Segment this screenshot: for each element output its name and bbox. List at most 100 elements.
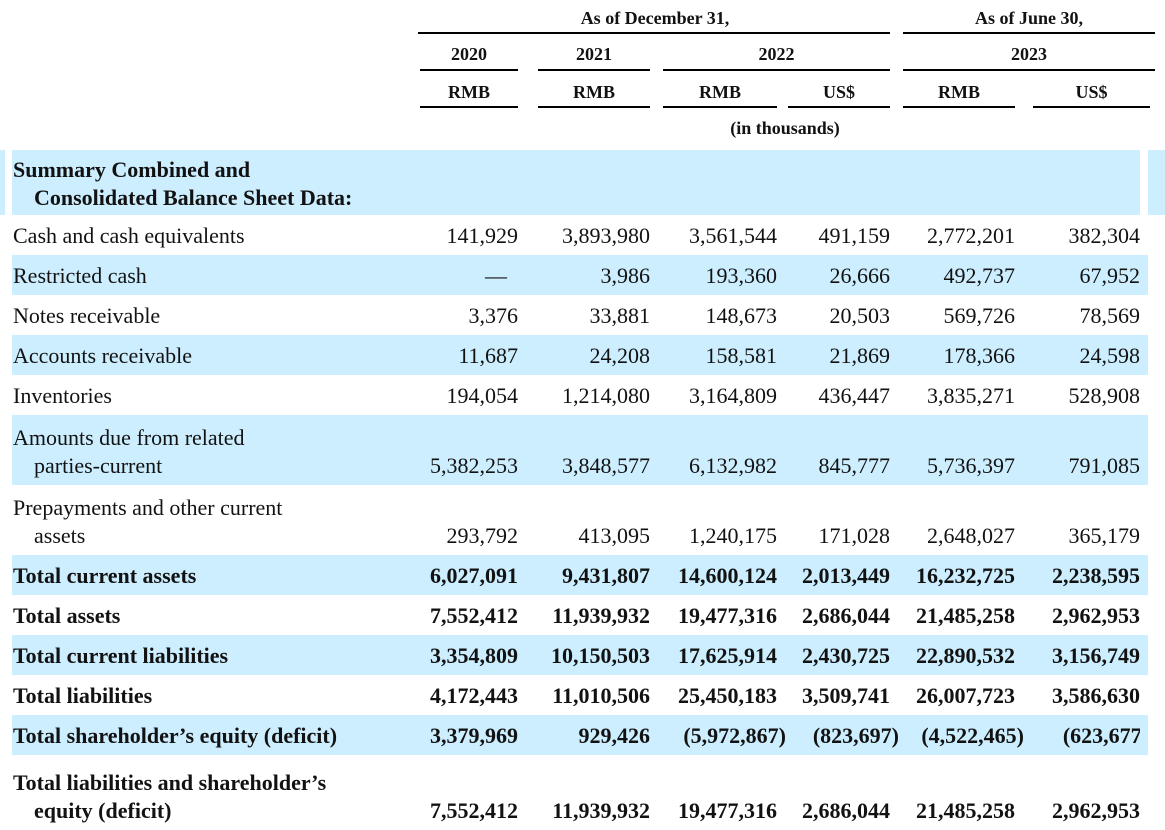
row-left-sliver <box>0 150 5 215</box>
table-row: Notes receivable 3,376 33,881 148,673 20… <box>0 295 1165 335</box>
row-label: Cash and cash equivalents <box>12 222 420 250</box>
cell-2022-rmb: 25,450,183 <box>678 683 777 708</box>
cell-2022-usd: 20,503 <box>829 303 891 328</box>
row-right-gap <box>1140 715 1148 755</box>
row-right-gap <box>1140 295 1148 335</box>
cell-2021-rmb: 1,214,080 <box>562 383 650 408</box>
cell-2020-rmb: 141,929 <box>446 223 519 248</box>
row-right-gap <box>1140 635 1148 675</box>
cell-2023-rmb: 22,890,532 <box>916 643 1015 668</box>
rule-currency-2020-rmb <box>420 106 518 108</box>
cell-2020-rmb: 7,552,412 <box>430 603 518 628</box>
cell-2022-usd: 171,028 <box>818 523 891 548</box>
cell-2020-rmb: 194,054 <box>446 383 519 408</box>
cell-2022-rmb: 148,673 <box>705 303 778 328</box>
row-left-gap <box>5 255 12 295</box>
row-main: Notes receivable 3,376 33,881 148,673 20… <box>12 295 1140 335</box>
cell-2021-rmb: 24,208 <box>589 343 651 368</box>
cell-2023-usd: 78,569 <box>1079 303 1141 328</box>
cell-2023-rmb: 5,736,397 <box>927 453 1015 478</box>
cell-2022-rmb: 14,600,124 <box>678 563 777 588</box>
row-right-gap <box>1140 485 1148 555</box>
row-right-sliver <box>1148 675 1165 715</box>
cell-2023-rmb: 26,007,723 <box>916 683 1015 708</box>
row-label: Inventories <box>12 382 420 410</box>
row-label-line1: Total liabilities and shareholder’s <box>13 770 327 795</box>
row-label: Notes receivable <box>12 302 420 330</box>
row-label: Accounts receivable <box>12 342 420 370</box>
table-row: Total current liabilities 3,354,809 10,1… <box>0 635 1165 675</box>
cell-2022-rmb: 158,581 <box>705 343 778 368</box>
rule-currency-2022-rmb <box>663 106 777 108</box>
cell-2021-rmb: 929,426 <box>578 723 651 748</box>
cell-2023-usd: 3,586,630 <box>1052 683 1140 708</box>
row-right-gap <box>1140 595 1148 635</box>
cell-2021-rmb: 3,893,980 <box>562 223 650 248</box>
row-label-line1: Restricted cash <box>13 263 147 288</box>
row-right-gap <box>1140 555 1148 595</box>
cell-2022-rmb: 19,477,316 <box>678 798 777 823</box>
column-currency-2022-rmb: RMB <box>699 82 741 102</box>
cell-2023-rmb: 2,772,201 <box>927 223 1015 248</box>
row-main: Amounts due from related parties-current… <box>12 415 1140 485</box>
cell-2020-rmb: 4,172,443 <box>430 683 518 708</box>
row-left-gap <box>5 415 12 485</box>
row-right-gap <box>1140 335 1148 375</box>
cell-2022-usd: 436,447 <box>818 383 891 408</box>
cell-2022-usd: 491,159 <box>818 223 891 248</box>
table-row: Restricted cash — 3,986 193,360 26,666 4… <box>0 255 1165 295</box>
cell-2022-usd: 21,869 <box>829 343 891 368</box>
cell-2021-rmb: 11,939,932 <box>552 798 650 823</box>
row-label-line2: Consolidated Balance Sheet Data: <box>34 185 353 210</box>
column-currency-2022-usd: US$ <box>822 82 855 102</box>
cell-2023-rmb: 178,366 <box>943 343 1016 368</box>
cell-2020-rmb: 3,376 <box>468 303 519 328</box>
row-right-sliver <box>1148 485 1165 555</box>
rule-year-2020 <box>420 69 518 71</box>
row-label: Total liabilities <box>12 682 420 710</box>
table-row: Summary Combined and Consolidated Balanc… <box>0 150 1165 215</box>
column-currency-2021-rmb: RMB <box>573 82 615 102</box>
rule-year-2021 <box>538 69 650 71</box>
table-row: Cash and cash equivalents 141,929 3,893,… <box>0 215 1165 255</box>
row-label-line1: Total current liabilities <box>13 643 229 668</box>
row-left-gap <box>5 755 12 830</box>
row-right-gap <box>1140 150 1148 215</box>
cell-2023-rmb: 21,485,258 <box>916 603 1015 628</box>
cell-2022-usd: 845,777 <box>818 453 891 478</box>
row-main: Total current assets 6,027,091 9,431,807… <box>12 555 1140 595</box>
column-currency-2023-usd: US$ <box>1075 82 1108 102</box>
cell-2023-rmb: (4,522,465) <box>921 723 1024 748</box>
cell-2020-rmb: 3,354,809 <box>430 643 518 668</box>
column-year-2023: 2023 <box>1011 44 1047 64</box>
table-row: Total current assets 6,027,091 9,431,807… <box>0 555 1165 595</box>
row-main: Summary Combined and Consolidated Balanc… <box>12 150 1140 215</box>
units-note: (in thousands) <box>730 118 840 138</box>
row-left-gap <box>5 675 12 715</box>
cell-2020-rmb: 293,792 <box>446 523 519 548</box>
row-left-gap <box>5 485 12 555</box>
cell-2021-rmb: 33,881 <box>589 303 651 328</box>
row-label-line1: Inventories <box>13 383 112 408</box>
cell-2022-rmb: 1,240,175 <box>689 523 777 548</box>
row-left-gap <box>5 635 12 675</box>
cell-2023-rmb: 569,726 <box>943 303 1016 328</box>
row-right-sliver <box>1148 255 1165 295</box>
row-label-line1: Total current assets <box>13 563 197 588</box>
row-right-gap <box>1140 375 1148 415</box>
cell-2020-rmb: 3,379,969 <box>430 723 518 748</box>
cell-2021-rmb: 3,848,577 <box>562 453 650 478</box>
row-label: Amounts due from related parties-current <box>12 424 420 480</box>
cell-2021-rmb: 11,010,506 <box>552 683 650 708</box>
column-currency-2020-rmb: RMB <box>448 82 490 102</box>
row-label: Total current assets <box>12 562 420 590</box>
row-label-line1: Total shareholder’s equity (deficit) <box>13 723 338 748</box>
cell-2021-rmb: 11,939,932 <box>552 603 650 628</box>
row-label-line1: Amounts due from related <box>13 425 245 450</box>
row-right-gap <box>1140 255 1148 295</box>
rule-group-june <box>903 32 1155 34</box>
table-row: Accounts receivable 11,687 24,208 158,58… <box>0 335 1165 375</box>
row-left-gap <box>5 295 12 335</box>
cell-2020-rmb: 6,027,091 <box>430 563 518 588</box>
row-label: Total assets <box>12 602 420 630</box>
